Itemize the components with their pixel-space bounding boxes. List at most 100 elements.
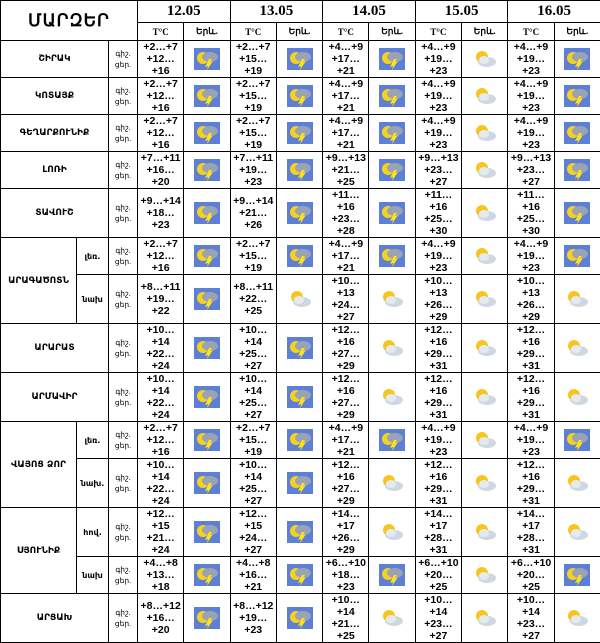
day-temp: +17…+21 [323, 434, 368, 458]
night-temp: +2…+7 [231, 115, 276, 127]
phenomenon [462, 324, 508, 373]
day-temp: +15…+19 [231, 90, 276, 114]
day-temp: +15…+19 [231, 53, 276, 77]
thunder-icon [194, 472, 220, 494]
night-temp: +10…+14 [138, 373, 183, 397]
day-temp: +19…+23 [231, 612, 276, 636]
phenomenon [184, 422, 230, 459]
period-labels: գիշ.ցեր. [109, 275, 138, 324]
phenomenon [462, 459, 508, 508]
thunder-icon [287, 245, 313, 267]
thunder-icon [194, 337, 220, 359]
temperature: +9…+13+21…+25 [323, 152, 369, 189]
thunder-icon [379, 429, 405, 451]
day-temp: +27…+29 [323, 483, 368, 507]
temperature: +11…+16+25…+30 [508, 189, 554, 238]
night-label: գիշ. [109, 472, 137, 483]
thunder-icon [287, 521, 313, 543]
phenomenon [184, 324, 230, 373]
phenomenon [554, 373, 600, 422]
day-temp: +29…+31 [416, 397, 461, 421]
temperature: +4…+9+19…+23 [415, 41, 461, 78]
night-temp: +9…+14 [138, 195, 183, 207]
temperature: +2…+7+12…+16 [138, 422, 184, 459]
night-temp: +10…+14 [231, 373, 276, 397]
temperature: +9…+13+23…+27 [508, 152, 554, 189]
night-temp: +4…+9 [508, 78, 553, 90]
zone-name: լեռ. [77, 422, 109, 459]
temperature: +12…+16+29…+31 [508, 373, 554, 422]
temperature: +4…+9+19…+23 [508, 422, 554, 459]
cloud-sun-icon [564, 288, 590, 310]
night-temp: +4…+9 [508, 115, 553, 127]
night-label: գիշ. [109, 521, 137, 532]
night-temp: +4…+9 [416, 422, 461, 434]
night-temp: +4…+9 [416, 115, 461, 127]
phenomenon [462, 422, 508, 459]
day-temp: +26…+29 [508, 299, 553, 323]
day-label: ցեր. [109, 256, 137, 267]
day-label: ցեր. [109, 348, 137, 359]
night-temp: +12…+16 [416, 459, 461, 483]
day-temp: +22…+25 [231, 293, 276, 317]
region-name: ԳԵՂԱՐՔՈՒՆԻՔ [1, 115, 109, 152]
phenomenon [184, 508, 230, 557]
night-temp: +12…+16 [416, 373, 461, 397]
day-temp: +24…+27 [231, 532, 276, 556]
day-temp: +17…+21 [323, 90, 368, 114]
phenomenon [184, 78, 230, 115]
thunder-icon [194, 429, 220, 451]
cloud-sun-icon [472, 202, 498, 224]
day-temp: +20…+25 [416, 569, 461, 593]
phenomenon [554, 594, 600, 643]
night-temp: +6…+10 [508, 557, 553, 569]
night-temp: +9…+13 [508, 152, 553, 164]
night-label: գիշ. [109, 288, 137, 299]
day-temp: +19…+23 [416, 434, 461, 458]
day-temp: +19…+23 [416, 127, 461, 151]
thunder-icon [287, 564, 313, 586]
date: 13.05 [230, 1, 323, 23]
day-label: ցեր. [109, 397, 137, 408]
temperature: +10…+14+23…+27 [508, 594, 554, 643]
thunder-icon [194, 48, 220, 70]
thunder-icon [287, 85, 313, 107]
zone-name: նախ [77, 275, 109, 324]
night-temp: +10…+14 [231, 459, 276, 483]
night-temp: +4…+9 [416, 238, 461, 250]
day-temp: +24…+27 [323, 299, 368, 323]
day-temp: +26…+29 [416, 299, 461, 323]
temperature: +2…+7+15…+19 [230, 41, 276, 78]
temperature: +4…+8+13…+18 [138, 557, 184, 594]
night-temp: +2…+7 [138, 115, 183, 127]
phenomenon [462, 115, 508, 152]
thunder-icon [379, 48, 405, 70]
thunder-icon [194, 521, 220, 543]
day-temp: +19…+22 [138, 293, 183, 317]
thunder-icon [287, 337, 313, 359]
phenomenon [276, 152, 322, 189]
date: 12.05 [138, 1, 231, 23]
phenomenon-label: Երև. [554, 23, 600, 41]
night-label: գիշ. [109, 122, 137, 133]
temperature: +9…+14+21…+26 [230, 189, 276, 238]
thunder-icon [287, 472, 313, 494]
day-temp: +16…+20 [138, 612, 183, 636]
zone-name: նախ. [77, 459, 109, 508]
temperature: +2…+7+12…+16 [138, 78, 184, 115]
thunder-icon [379, 245, 405, 267]
night-temp: +8…+12 [231, 600, 276, 612]
period-labels: գիշ.ցեր. [109, 422, 138, 459]
period-labels: գիշ.ցեր. [109, 324, 138, 373]
cloud-sun-icon [472, 386, 498, 408]
phenomenon [184, 594, 230, 643]
phenomenon [184, 459, 230, 508]
night-temp: +4…+9 [508, 41, 553, 53]
day-temp: +25…+30 [416, 213, 461, 237]
night-temp: +10…+14 [138, 459, 183, 483]
temperature: +8…+11+19…+22 [138, 275, 184, 324]
phenomenon [369, 152, 415, 189]
phenomenon-label: Երև. [462, 23, 508, 41]
night-temp: +4…+9 [416, 78, 461, 90]
